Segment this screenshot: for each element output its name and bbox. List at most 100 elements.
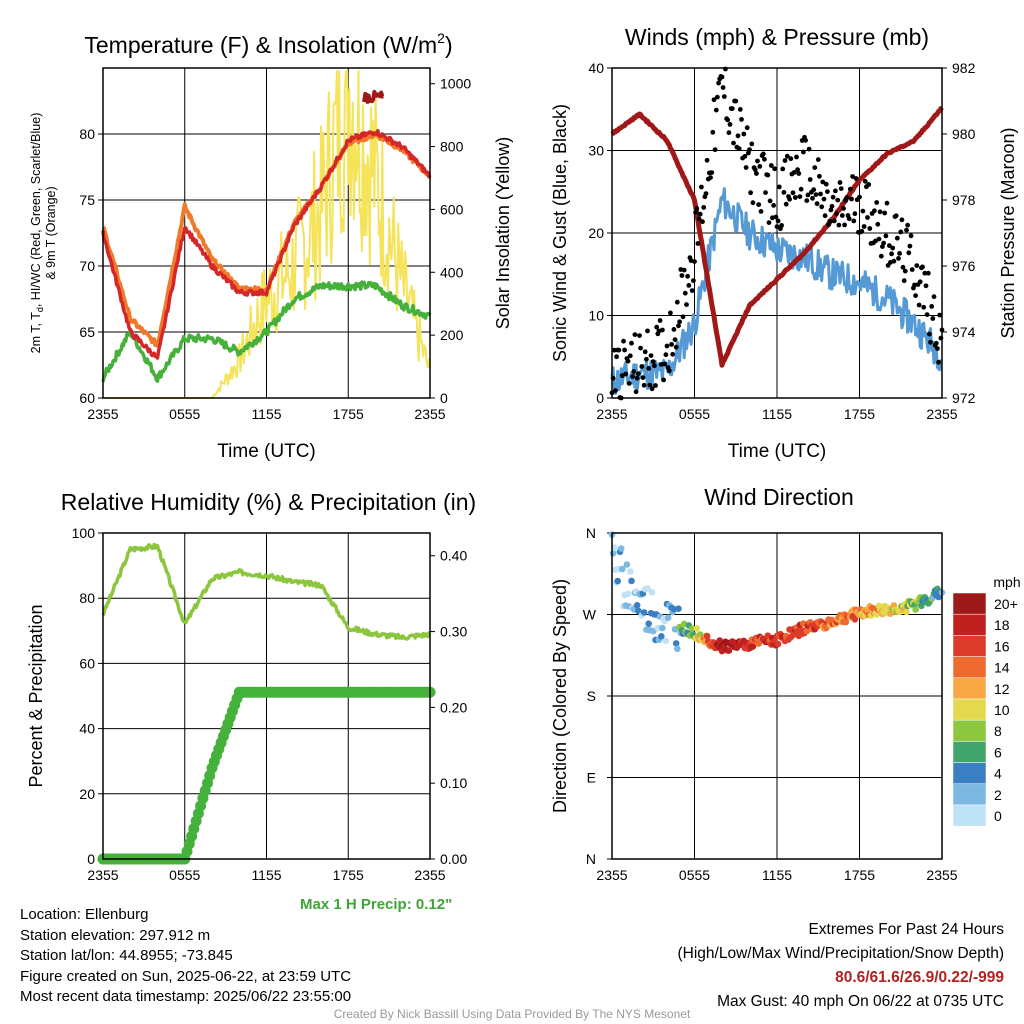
gust-point [771, 203, 776, 208]
gust-point [776, 184, 782, 190]
gust-point [735, 133, 741, 139]
gust-point [833, 188, 838, 194]
colorbar-swatch [952, 783, 987, 806]
wind-panel-x-axis-label: Time (UTC) [728, 441, 827, 462]
gust-point [681, 267, 687, 273]
gust-point [657, 318, 663, 323]
rh-panel-y-tick-label: 0 [87, 851, 95, 867]
gust-point [637, 333, 642, 338]
gust-point [727, 122, 733, 127]
gust-point [839, 213, 845, 218]
direction-point [703, 632, 711, 640]
gust-point [819, 204, 825, 210]
wind-panel-y-tick-label: 40 [588, 60, 604, 76]
gust-point [902, 268, 908, 274]
gust-point [708, 175, 713, 181]
wind-panel-title: Winds (mph) & Pressure (mb) [625, 24, 929, 50]
gust-point [672, 337, 678, 342]
gust-point [684, 302, 689, 307]
gust-point [874, 200, 880, 205]
rh-panel-y-tick-label: 40 [79, 721, 95, 737]
gust-point [743, 165, 749, 170]
gust-point [627, 353, 633, 359]
gust-point [696, 216, 702, 222]
gust-point [872, 208, 877, 214]
gust-point [646, 366, 652, 371]
direction-panel-x-tick-label: 1155 [762, 867, 792, 883]
rh-panel-x-tick-label: 2355 [414, 867, 445, 883]
gust-point [806, 146, 812, 152]
gust-point [622, 347, 627, 353]
gust-point [748, 190, 753, 196]
gust-point [928, 339, 933, 345]
gust-point [632, 332, 638, 337]
rh-panel-x-tick-label: 1755 [333, 867, 364, 883]
gust-point [857, 194, 862, 200]
gust-point [676, 323, 681, 329]
gust-point [685, 273, 690, 279]
heat-index-series-line [362, 89, 385, 104]
gust-point [889, 251, 894, 257]
gust-point [849, 196, 854, 202]
direction-point [918, 602, 925, 610]
gust-point [805, 192, 811, 198]
direction-point [648, 589, 656, 596]
colorbar-swatch [952, 656, 987, 679]
colorbar-swatch [952, 719, 987, 742]
wind-panel-y-tick-label: 0 [596, 390, 604, 406]
direction-point [675, 605, 682, 612]
gust-point [929, 304, 935, 309]
gust-point [666, 368, 672, 374]
gust-point [633, 389, 639, 395]
gust-point [726, 130, 732, 136]
rh-panel-title: Relative Humidity (%) & Precipitation (i… [61, 489, 476, 515]
temp-panel-y-axis-label: 2m T, Td, HI/WC (Red, Green, Scarlet/Blu… [29, 113, 45, 354]
direction-panel-title: Wind Direction [704, 484, 854, 510]
gust-point [614, 354, 619, 360]
gust-point [834, 211, 839, 217]
colorbar-label: 0 [994, 808, 1002, 824]
gust-point [823, 181, 829, 187]
gust-point [820, 179, 826, 185]
gust-point [673, 344, 679, 350]
temp-panel-frame [102, 67, 431, 399]
gust-point [876, 236, 882, 242]
direction-point [774, 640, 782, 648]
direction-panel-y-tick-label: W [583, 607, 597, 623]
wind-panel-y2-axis-label: Station Pressure (Maroon) [998, 127, 1018, 338]
extremes-block: Extremes For Past 24 Hours (High/Low/Max… [678, 918, 1005, 1014]
gust-point [796, 171, 802, 176]
wind-panel-x-tick-label: 1155 [762, 406, 792, 422]
colorbar-swatch [952, 804, 987, 827]
direction-point [614, 577, 621, 585]
rh-panel-y2-tick-label: 0.20 [440, 699, 467, 715]
gust-point [930, 316, 936, 321]
rh-panel-y-tick-label: 100 [72, 525, 96, 541]
gust-point [733, 98, 739, 104]
direction-panel-y-tick-label: N [586, 525, 596, 541]
gust-point [752, 167, 758, 173]
gust-point [846, 216, 852, 222]
gust-point [924, 312, 930, 317]
gust-point [692, 259, 697, 264]
gust-point [847, 186, 853, 192]
rh-series-line [101, 542, 432, 641]
gust-point [831, 218, 837, 224]
wind-panel-y-tick-label: 20 [588, 225, 604, 241]
gust-point [841, 206, 846, 211]
gust-point [850, 174, 855, 179]
gust-point [661, 377, 666, 383]
temp-panel-x-tick-label: 2355 [414, 406, 445, 422]
gust-point [645, 328, 650, 334]
gust-point [762, 156, 767, 162]
gust-point [648, 353, 654, 358]
temp-panel-y2-tick-label: 800 [440, 139, 464, 155]
colorbar-label: 12 [994, 681, 1010, 697]
gust-point [680, 314, 686, 320]
gust-point [905, 222, 910, 228]
gust-point [668, 310, 673, 316]
direction-point [624, 590, 632, 598]
direction-dots [608, 531, 946, 655]
gust-point [935, 346, 940, 351]
gust-point [837, 180, 843, 185]
